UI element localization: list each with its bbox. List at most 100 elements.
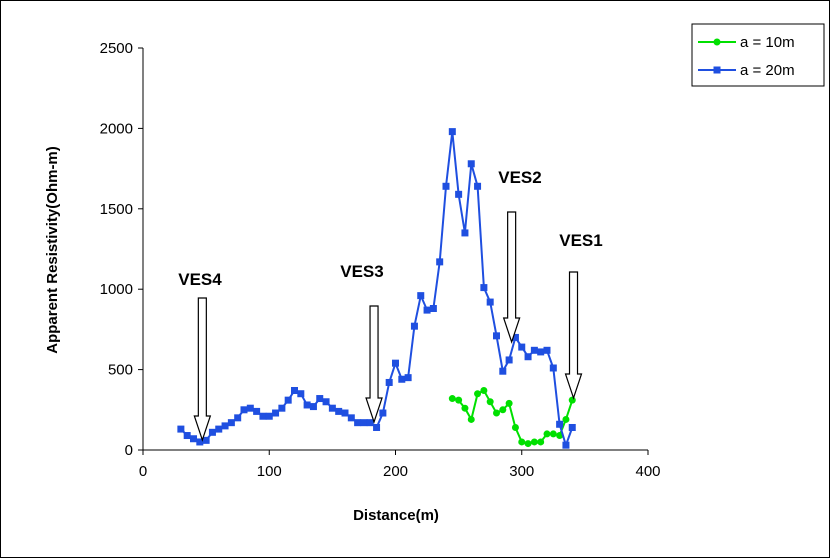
data-point [518,343,526,351]
data-point [562,441,570,449]
data-point [354,419,362,427]
data-point [524,440,532,448]
data-point [221,422,229,430]
data-point [240,406,248,414]
data-point [177,425,185,433]
data-point [461,229,469,237]
data-point [537,348,545,356]
data-point [530,438,538,446]
data-point [284,396,292,404]
data-point [341,409,349,417]
x-tick-label: 300 [509,463,534,480]
data-point [423,306,431,314]
data-point [467,160,475,168]
data-point [385,378,393,386]
legend-label: a = 10m [740,34,795,51]
annotation-arrow [564,271,583,400]
data-point [202,436,210,444]
data-point [543,430,551,438]
data-point [524,353,532,361]
data-point [518,438,526,446]
y-tick-label: 2000 [100,120,133,137]
data-point [549,364,557,372]
legend: a = 10m a = 20m [691,23,825,87]
data-point [215,425,223,433]
data-point [366,419,374,427]
data-point [227,419,235,427]
data-point [196,438,204,446]
data-point [347,414,355,422]
x-axis-title: Distance(m) [353,507,439,524]
annotation-label: VES4 [178,270,222,289]
data-point [556,420,564,428]
data-point [303,401,311,409]
data-point [480,387,488,395]
y-tick-label: 2500 [100,40,133,57]
data-point [461,404,469,412]
legend-marker [713,66,721,74]
data-point [410,322,418,330]
y-tick-label: 500 [108,362,133,379]
data-point [429,304,437,312]
data-point [543,346,551,354]
annotation-arrow [502,211,521,344]
annotation-label: VES2 [498,168,541,187]
data-point [417,292,425,300]
data-point [259,412,267,420]
data-point [246,404,254,412]
data-point [568,423,576,431]
data-point [511,333,519,341]
data-point [562,415,570,423]
data-point [297,390,305,398]
data-point [448,128,456,136]
data-point [486,298,494,306]
data-point [309,403,317,411]
data-point [373,423,381,431]
data-point [265,412,273,420]
data-point [493,409,500,417]
x-tick-label: 200 [383,463,408,480]
axes: 0 500 1000 1500 2000 2500 0 100 200 300 400 [100,40,661,480]
annotation-arrow [365,305,383,424]
legend-marker [713,38,721,46]
data-point [442,182,450,190]
annotation-label: VES1 [559,231,602,250]
data-point [253,407,261,415]
data-point [530,346,538,354]
data-point [278,404,286,412]
data-point [467,415,475,423]
data-point [183,432,191,440]
data-point [455,396,463,404]
y-tick-label: 0 [125,442,133,459]
data-point [291,387,298,395]
data-point [234,414,242,422]
data-point [436,258,444,266]
series-1 [448,387,576,448]
legend-label: a = 20m [740,62,795,79]
data-point [474,390,482,398]
data-point [379,409,387,417]
annotation-arrow [193,297,212,442]
data-point [455,190,463,198]
data-point [398,375,406,383]
annotation-label: VES3 [340,262,383,281]
data-point [505,399,513,407]
data-point [499,367,507,375]
data-point [480,284,488,292]
data-point [511,423,519,431]
y-tick-label: 1500 [100,201,133,218]
data-point [392,359,399,367]
data-point [474,182,482,190]
data-point [537,438,545,446]
series-2 [177,128,576,449]
data-point [316,395,324,403]
data-point [448,395,456,403]
data-point [335,407,343,415]
series-layer [177,128,576,449]
data-point [568,396,576,404]
data-point [556,432,564,440]
data-point [272,409,280,417]
data-point [322,398,330,406]
